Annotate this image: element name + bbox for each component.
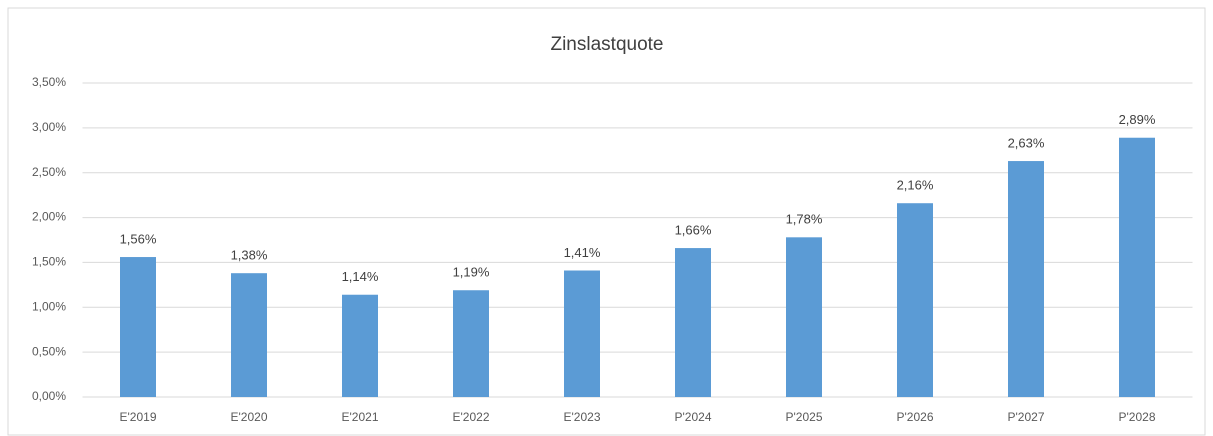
chart-border <box>7 7 1206 436</box>
y-tick-label: 1,50% <box>32 255 66 269</box>
y-tick-label: 0,50% <box>32 344 66 358</box>
x-tick-label: E'2019 <box>120 410 157 424</box>
data-label: 1,56% <box>120 231 157 246</box>
x-tick-label: P'2028 <box>1119 410 1156 424</box>
bar <box>342 294 378 397</box>
chart-title: Zinslastquote <box>550 34 663 55</box>
x-tick-label: E'2023 <box>564 410 601 424</box>
x-tick-label: P'2027 <box>1008 410 1045 424</box>
x-tick-label: E'2020 <box>231 410 268 424</box>
x-tick-label: P'2024 <box>675 410 712 424</box>
data-label: 2,89% <box>1119 112 1156 127</box>
x-tick-label: E'2022 <box>453 410 490 424</box>
data-label: 2,63% <box>1008 135 1045 150</box>
bar <box>786 237 822 397</box>
y-tick-label: 2,00% <box>32 210 66 224</box>
y-tick-label: 3,50% <box>32 75 66 89</box>
data-label: 1,19% <box>453 265 490 280</box>
data-label: 1,14% <box>342 269 379 284</box>
x-tick-label: P'2026 <box>897 410 934 424</box>
bar <box>231 273 267 397</box>
x-tick-label: P'2025 <box>786 410 823 424</box>
y-tick-label: 2,50% <box>32 165 66 179</box>
x-tick-label: E'2021 <box>342 410 379 424</box>
bar <box>564 270 600 397</box>
bar <box>1008 161 1044 397</box>
bar <box>897 203 933 397</box>
y-tick-label: 0,00% <box>32 389 66 403</box>
bar <box>120 257 156 397</box>
bar <box>453 290 489 397</box>
data-label: 2,16% <box>897 178 934 193</box>
y-tick-label: 3,00% <box>32 120 66 134</box>
bar <box>1119 137 1155 397</box>
data-label: 1,78% <box>786 212 823 227</box>
bar <box>675 248 711 397</box>
y-tick-label: 1,00% <box>32 299 66 313</box>
data-label: 1,41% <box>564 245 601 260</box>
data-label: 1,38% <box>231 248 268 263</box>
data-label: 1,66% <box>675 223 712 238</box>
